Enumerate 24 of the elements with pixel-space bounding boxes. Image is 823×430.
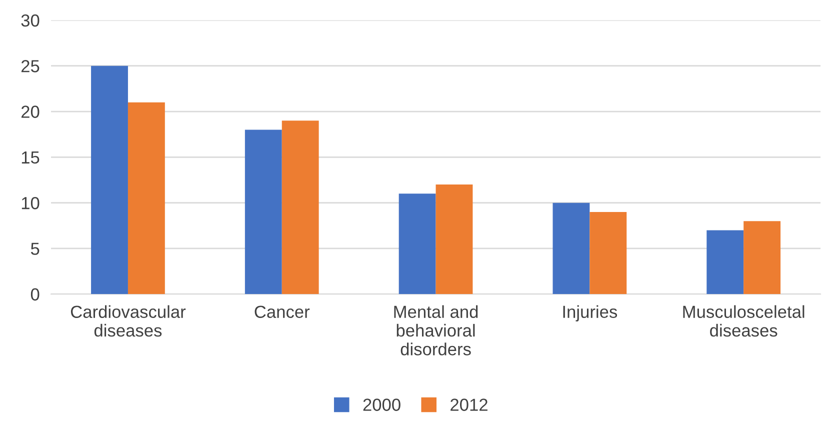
bar: [282, 120, 319, 294]
y-tick-label: 25: [21, 60, 40, 72]
x-tick-label: Cardiovascular diseases: [70, 305, 186, 337]
y-tick-label: 10: [22, 196, 40, 210]
y-tick-label: 0: [30, 288, 40, 301]
legend-label: 2000: [363, 398, 400, 411]
x-tick-label: Musculosceletal diseases: [683, 305, 804, 337]
bar: [590, 212, 627, 294]
y-tick-label: 20: [21, 106, 40, 118]
bar: [436, 184, 473, 294]
y-tick-label: 15: [22, 152, 40, 164]
y-tick-label: 5: [30, 242, 40, 255]
x-tick-label: Cancer: [254, 306, 310, 318]
bar: [744, 221, 781, 294]
legend-label: 2012: [450, 398, 488, 411]
bar: [552, 202, 590, 294]
x-tick-label: Injuries: [563, 305, 618, 322]
bar: [706, 230, 744, 294]
bar: [128, 102, 165, 294]
y-tick-label: 30: [21, 14, 40, 27]
bar: [398, 194, 436, 294]
bar: [244, 130, 282, 294]
x-tick-label: Mental and behavioral disorders: [394, 305, 478, 356]
bar: [91, 66, 128, 294]
